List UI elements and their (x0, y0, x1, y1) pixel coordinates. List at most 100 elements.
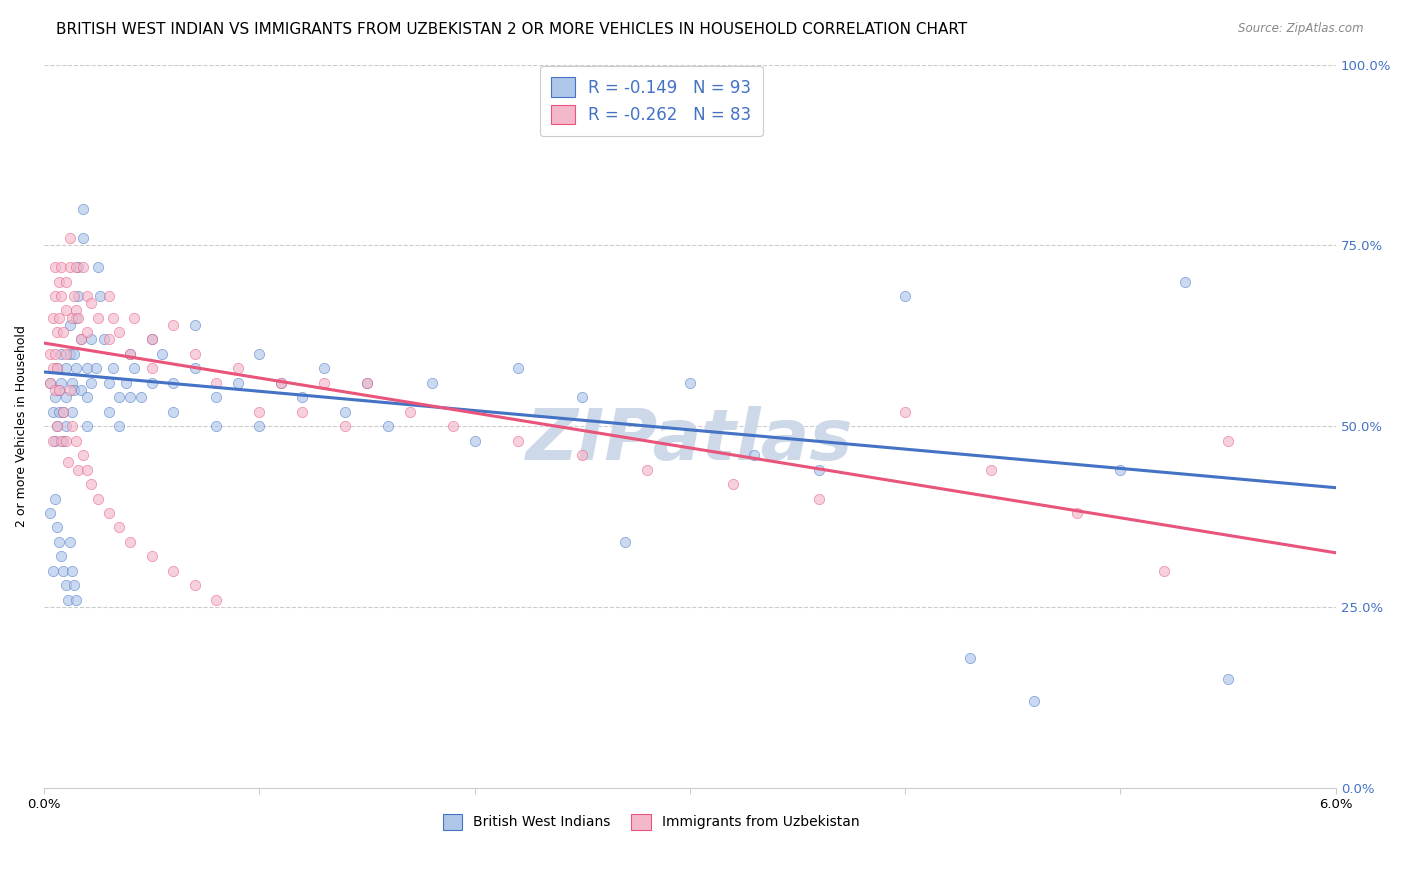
Point (247, 419, 270, 434)
Point (87, 310, 110, 325)
Point (44, 260, 66, 274)
Point (52, 564, 75, 578)
Point (72, 202, 94, 217)
Point (65, 434, 87, 448)
Point (44, 390, 66, 404)
Point (101, 310, 124, 325)
Point (63, 578, 86, 592)
Point (48, 383, 70, 397)
Point (87, 491, 110, 506)
Point (44, 491, 66, 506)
Point (270, 376, 292, 390)
Point (141, 549, 163, 564)
Point (97, 506, 120, 520)
Point (76, 289, 98, 303)
Point (129, 390, 152, 404)
Point (55, 578, 77, 592)
Point (48, 310, 70, 325)
Point (108, 325, 131, 339)
Point (65, 260, 87, 274)
Point (1216, 673, 1239, 687)
Point (55, 390, 77, 404)
Point (120, 535, 142, 549)
Point (101, 361, 124, 376)
Point (55, 434, 77, 448)
Point (52, 405, 75, 419)
Point (744, 448, 766, 462)
Point (120, 347, 142, 361)
Point (108, 520, 131, 534)
Point (60, 419, 83, 434)
Point (614, 535, 637, 549)
Point (808, 491, 831, 506)
Point (980, 462, 1002, 476)
Point (60, 310, 83, 325)
Point (420, 376, 443, 390)
Point (76, 361, 98, 376)
Text: Source: ZipAtlas.com: Source: ZipAtlas.com (1239, 22, 1364, 36)
Point (51, 347, 73, 361)
Point (39, 376, 62, 390)
Point (41, 405, 63, 419)
Point (52, 434, 75, 448)
Point (56, 455, 79, 469)
Point (247, 405, 270, 419)
Point (141, 333, 163, 347)
Point (506, 434, 529, 448)
Point (894, 289, 917, 303)
Point (959, 650, 981, 665)
Point (59, 347, 82, 361)
Point (69, 383, 91, 397)
Point (51, 260, 73, 274)
Point (76, 462, 98, 476)
Point (120, 390, 142, 404)
Point (59, 318, 82, 332)
Point (45, 520, 67, 534)
Point (41, 361, 63, 376)
Point (506, 361, 529, 376)
Point (1153, 564, 1175, 578)
Point (72, 448, 94, 462)
Point (162, 564, 184, 578)
Point (80, 296, 103, 310)
Point (67, 310, 90, 325)
Point (44, 347, 66, 361)
Point (51, 434, 73, 448)
Point (45, 419, 67, 434)
Point (59, 535, 82, 549)
Point (60, 405, 83, 419)
Point (162, 405, 184, 419)
Point (97, 405, 120, 419)
Point (571, 448, 593, 462)
Point (41, 434, 63, 448)
Point (571, 390, 593, 404)
Point (39, 376, 62, 390)
Point (356, 376, 378, 390)
Point (60, 564, 83, 578)
Point (59, 383, 82, 397)
Point (48, 275, 70, 289)
Legend: British West Indians, Immigrants from Uzbekistan: British West Indians, Immigrants from Uz… (437, 808, 865, 835)
Point (59, 260, 82, 274)
Point (80, 477, 103, 491)
Point (808, 462, 831, 476)
Point (205, 390, 228, 404)
Point (97, 289, 120, 303)
Point (76, 325, 98, 339)
Point (65, 361, 87, 376)
Point (205, 419, 228, 434)
Point (59, 231, 82, 245)
Point (87, 260, 110, 274)
Point (721, 477, 744, 491)
Point (51, 549, 73, 564)
Point (55, 361, 77, 376)
Point (291, 405, 314, 419)
Point (65, 592, 87, 607)
Point (141, 361, 163, 376)
Point (45, 419, 67, 434)
Point (51, 289, 73, 303)
Point (97, 333, 120, 347)
Point (679, 376, 702, 390)
Point (441, 419, 464, 434)
Point (312, 361, 335, 376)
